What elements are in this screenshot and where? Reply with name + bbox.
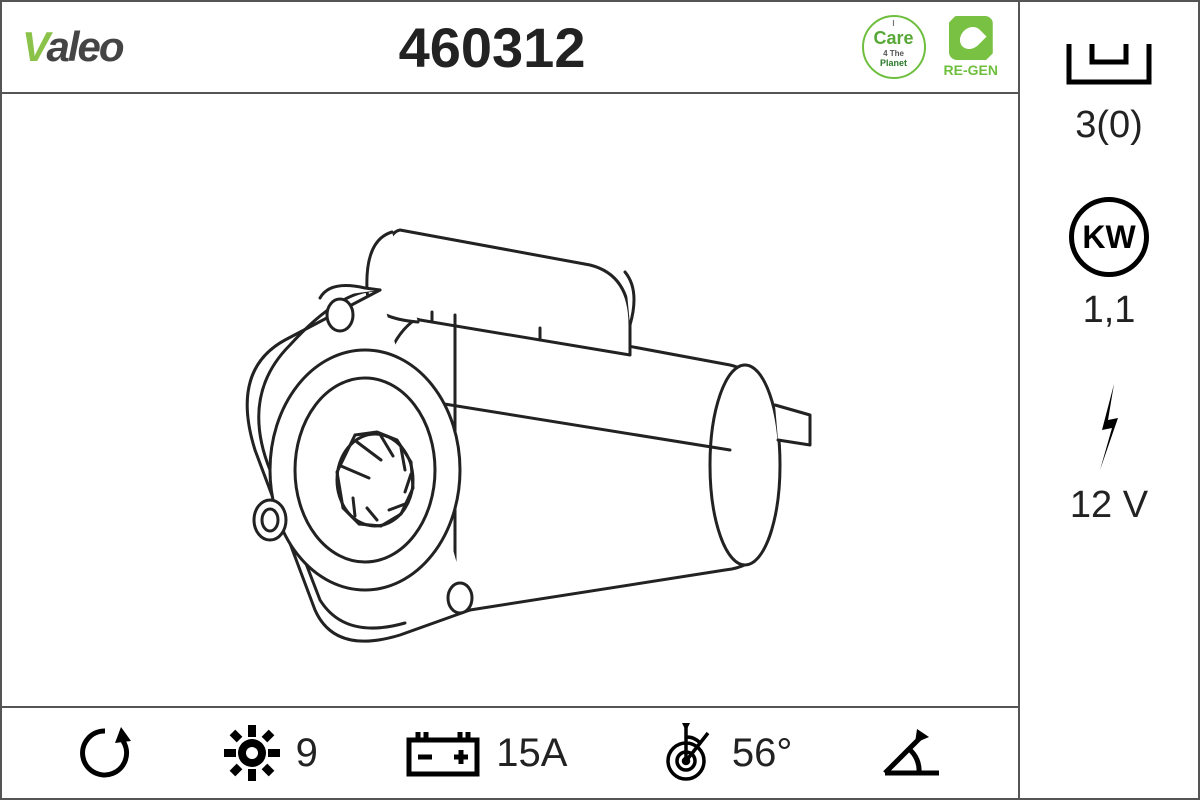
teeth-spec: 9 — [222, 723, 318, 783]
footer-spec-row: 9 15A — [2, 706, 1018, 798]
flange-spec: 3(0) — [1064, 32, 1154, 147]
care-planet-badge: I Care 4 The Planet — [862, 15, 926, 79]
brand-logo: Valeo — [22, 26, 123, 68]
flange-icon — [1064, 32, 1154, 92]
part-number: 460312 — [143, 15, 842, 80]
starter-motor-drawing — [170, 140, 850, 660]
kw-icon: KW — [1069, 197, 1149, 277]
flange-value: 3(0) — [1075, 104, 1143, 147]
gear-icon — [222, 723, 282, 783]
rotation-spec — [75, 723, 135, 783]
side-spec-column: 3(0) KW 1,1 12 V — [1018, 2, 1198, 798]
regen-badge: RE-GEN — [944, 16, 998, 78]
position-spec — [879, 725, 945, 781]
angle-spec: 56° — [654, 721, 793, 785]
power-spec: KW 1,1 — [1069, 197, 1149, 332]
leaf-icon — [949, 16, 993, 60]
voltage-icon — [1084, 382, 1134, 472]
battery-value: 15A — [496, 731, 567, 776]
voltage-spec: 12 V — [1070, 382, 1148, 527]
angle-value: 56° — [732, 731, 793, 776]
header-bar: Valeo 460312 I Care 4 The Planet RE-GEN — [2, 2, 1018, 94]
teeth-value: 9 — [296, 731, 318, 776]
brand-first-letter: V — [22, 23, 46, 70]
product-illustration-area — [2, 94, 1018, 706]
battery-spec: 15A — [404, 728, 567, 778]
voltage-value: 12 V — [1070, 484, 1148, 527]
brand-rest: aleo — [46, 23, 122, 70]
rotation-icon — [75, 723, 135, 783]
battery-icon — [404, 728, 482, 778]
product-spec-card: Valeo 460312 I Care 4 The Planet RE-GEN — [0, 0, 1200, 800]
angle-icon — [654, 721, 718, 785]
power-value: 1,1 — [1083, 289, 1136, 332]
position-icon — [879, 725, 945, 781]
eco-badges: I Care 4 The Planet RE-GEN — [862, 15, 998, 79]
